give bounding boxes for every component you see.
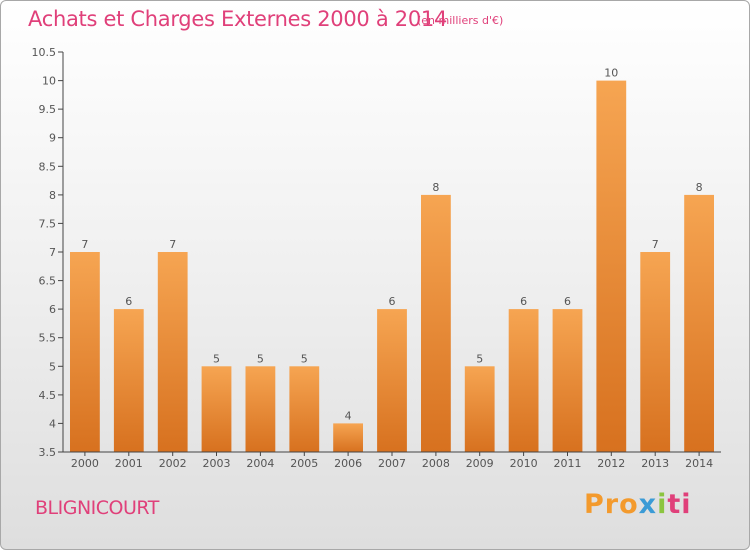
bar-2014 [684, 194, 714, 452]
bar-2001 [113, 309, 144, 452]
bar-2011 [552, 309, 583, 452]
logo-part: x [638, 489, 658, 520]
chart-title: Achats et Charges Externes 2000 à 2014 [28, 7, 448, 31]
bar-2009 [464, 366, 495, 452]
y-tick-label: 4.5 [39, 389, 57, 402]
data-label-2011: 6 [564, 295, 571, 308]
y-tick-label: 10 [42, 75, 56, 88]
y-tick-label: 6 [49, 303, 56, 316]
data-label-2009: 5 [476, 352, 483, 365]
bar-2004 [245, 366, 276, 452]
data-label-2006: 4 [345, 409, 352, 422]
data-label-2007: 6 [389, 295, 396, 308]
x-tick-label-2010: 2010 [510, 457, 538, 470]
y-tick-label: 4 [49, 417, 56, 430]
logo-part: Pro [584, 489, 639, 520]
data-label-2000: 7 [81, 238, 88, 251]
bar-2013 [640, 252, 671, 452]
x-tick-label-2008: 2008 [422, 457, 450, 470]
data-label-2008: 8 [432, 181, 439, 194]
x-tick-label-2001: 2001 [115, 457, 143, 470]
proxiti-logo: Proxiti [584, 489, 692, 520]
bar-2012 [596, 80, 627, 452]
logo-part: i [657, 489, 668, 520]
y-tick-label: 9.5 [39, 103, 57, 116]
bar-2010 [508, 309, 539, 452]
bar-2008 [421, 194, 451, 452]
bars-group: 7 6 7 5 5 5 4 6 8 5 6 6 10 7 8 [70, 67, 714, 452]
y-tick-label: 6.5 [39, 275, 57, 288]
x-tick-label-2011: 2011 [554, 457, 582, 470]
x-tick-label-2013: 2013 [641, 457, 669, 470]
bar-2002 [157, 252, 188, 452]
chart-subtitle: (en milliers d'€) [417, 14, 504, 27]
axes-group: 2000 2001 2002 2003 2004 2005 2006 2007 2008 2009… [32, 46, 721, 470]
y-tick-label: 7 [49, 246, 56, 259]
data-label-2012: 10 [604, 67, 618, 80]
data-label-2002: 7 [169, 238, 176, 251]
y-tick-label: 3.5 [39, 446, 57, 459]
data-label-2003: 5 [213, 352, 220, 365]
bar-2005 [289, 366, 320, 452]
data-label-2014: 8 [696, 181, 703, 194]
x-tick-label-2002: 2002 [159, 457, 187, 470]
x-tick-label-2004: 2004 [246, 457, 274, 470]
x-tick-label-2006: 2006 [334, 457, 362, 470]
bar-2007 [377, 309, 407, 452]
x-tick-label-2003: 2003 [203, 457, 231, 470]
x-tick-label-2000: 2000 [71, 457, 99, 470]
x-tick-label-2009: 2009 [466, 457, 494, 470]
data-label-2004: 5 [257, 352, 264, 365]
bar-2000 [70, 252, 100, 452]
y-tick-label: 8.5 [39, 160, 57, 173]
y-tick-label: 5 [49, 360, 56, 373]
x-tick-label-2012: 2012 [597, 457, 625, 470]
data-label-2010: 6 [520, 295, 527, 308]
x-tick-label-2005: 2005 [290, 457, 318, 470]
logo-part: ti [667, 489, 692, 520]
bar-2006 [333, 423, 363, 452]
bar-2003 [201, 366, 232, 452]
y-tick-label: 10.5 [32, 46, 57, 59]
data-label-2013: 7 [652, 238, 659, 251]
data-label-2005: 5 [301, 352, 308, 365]
x-tick-label-2014: 2014 [685, 457, 713, 470]
y-tick-label: 5.5 [39, 332, 57, 345]
y-tick-label: 8 [49, 189, 56, 202]
x-tick-label-2007: 2007 [378, 457, 406, 470]
commune-name: BLIGNICOURT [35, 497, 159, 519]
y-tick-label: 9 [49, 132, 56, 145]
y-tick-label: 7.5 [39, 217, 57, 230]
data-label-2001: 6 [125, 295, 132, 308]
